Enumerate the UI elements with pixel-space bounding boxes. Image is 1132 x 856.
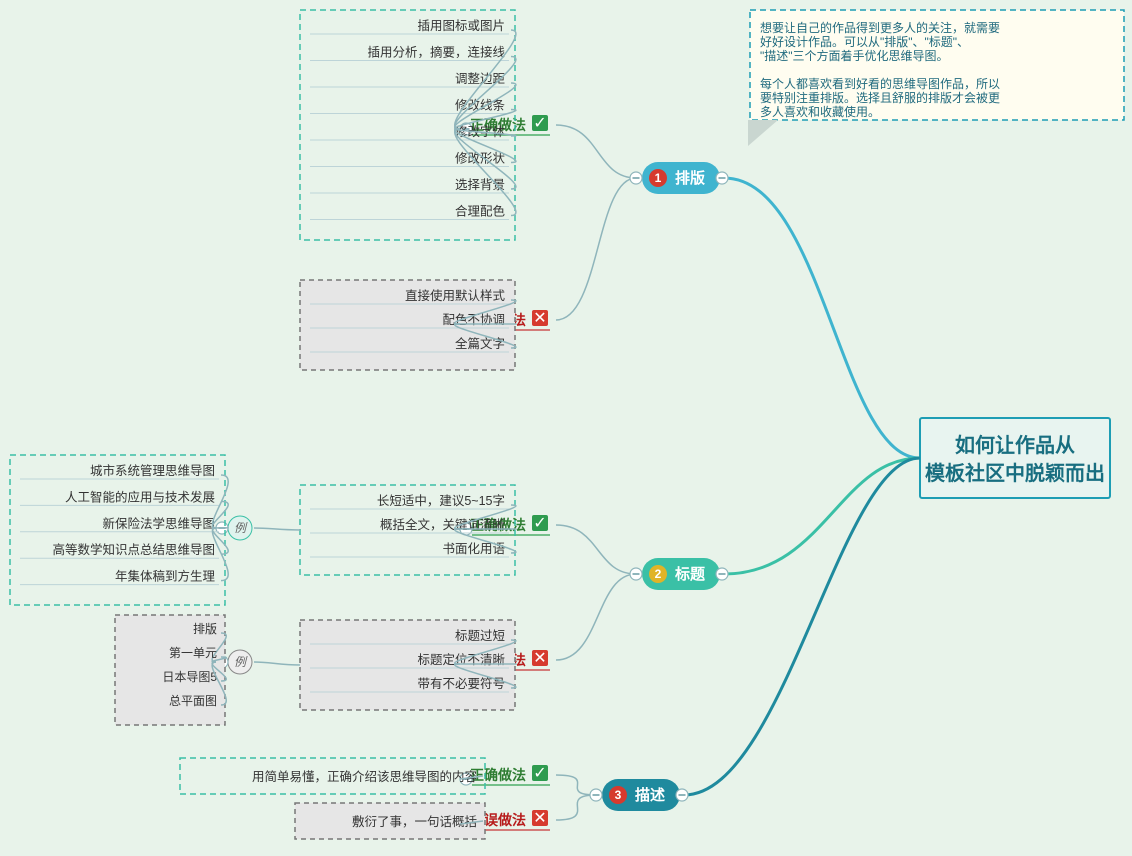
leaf-item: 新保险法学思维导图 <box>102 516 215 531</box>
leaf-item: 用简单易懂，正确介绍该思维导图的内容 <box>252 769 477 784</box>
leaf-item: 人工智能的应用与技术发展 <box>65 489 215 504</box>
leaf-item: 全篇文字 <box>455 336 505 351</box>
branch-label: 排版 <box>675 169 705 187</box>
svg-text:3: 3 <box>615 788 622 802</box>
cross-icon: ✕ <box>533 810 546 827</box>
leaf-item: 插用分析，摘要，连接线 <box>367 45 505 60</box>
svg-text:1: 1 <box>655 171 662 185</box>
leaf-item: 调整边距 <box>455 71 505 86</box>
leaf-item: 修改形状 <box>455 151 506 166</box>
check-icon: ✓ <box>533 115 546 132</box>
check-icon: ✓ <box>533 765 546 782</box>
leaf-item: 总平面图 <box>169 694 217 708</box>
leaf-item: 排版 <box>193 622 217 636</box>
note-line: 多人喜欢和收藏使用。 <box>760 104 880 119</box>
leaf-item: 城市系统管理思维导图 <box>90 463 215 478</box>
leaf-item: 高等数学知识点总结思维导图 <box>52 542 215 557</box>
svg-text:2: 2 <box>655 567 662 581</box>
leaf-item: 标题过短 <box>455 629 505 643</box>
svg-text:模板社区中脱颖而出: 模板社区中脱颖而出 <box>925 461 1105 485</box>
leaf-item: 修改线条 <box>455 98 506 113</box>
note-line: 想要让自己的作品得到更多人的关注，就需要 <box>760 20 1000 35</box>
leaf-item: 插用图标或图片 <box>417 19 505 33</box>
leaf-item: 合理配色 <box>455 204 506 219</box>
branch-label: 描述 <box>635 786 665 804</box>
note-line: 每个人都喜欢看到好看的思维导图作品，所以 <box>760 76 1000 91</box>
cross-icon: ✕ <box>533 650 546 667</box>
check-icon: ✓ <box>533 515 546 532</box>
leaf-item: 日本导图5 <box>162 670 217 684</box>
leaf-item: 直接使用默认样式 <box>405 288 506 303</box>
leaf-item: 年集体稿到方生理 <box>115 569 216 584</box>
note-line: 要特别注重排版。选择且舒服的排版才会被更 <box>760 90 1000 105</box>
leaf-item: 第一单元 <box>169 646 217 660</box>
note-line: "描述"三个方面着手优化思维导图。 <box>760 48 949 63</box>
leaf-item: 敷衍了事，一句话概括 <box>352 814 477 829</box>
positive-method: 正确做法 <box>470 767 526 783</box>
svg-text:如何让作品从: 如何让作品从 <box>955 433 1075 457</box>
example-label: 例 <box>234 655 248 669</box>
leaf-item: 长短适中，建议5~15字 <box>377 493 505 508</box>
cross-icon: ✕ <box>533 310 546 327</box>
root-node <box>920 418 1110 498</box>
note-line: 好好设计作品。可以从"排版"、"标题"、 <box>760 35 969 49</box>
example-label: 例 <box>234 521 248 535</box>
branch-label: 标题 <box>674 565 706 583</box>
